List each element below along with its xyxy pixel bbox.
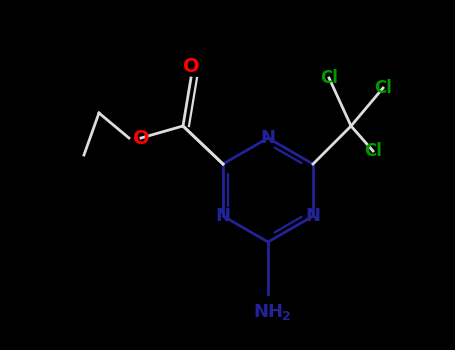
Text: N: N bbox=[216, 207, 231, 225]
Text: N: N bbox=[261, 129, 275, 147]
Text: N: N bbox=[306, 207, 320, 225]
Text: Cl: Cl bbox=[364, 142, 382, 160]
Text: NH: NH bbox=[253, 303, 283, 321]
Text: Cl: Cl bbox=[320, 69, 338, 87]
Text: O: O bbox=[182, 56, 199, 76]
Text: O: O bbox=[133, 128, 149, 147]
Text: Cl: Cl bbox=[374, 79, 392, 97]
Text: 2: 2 bbox=[282, 309, 290, 322]
